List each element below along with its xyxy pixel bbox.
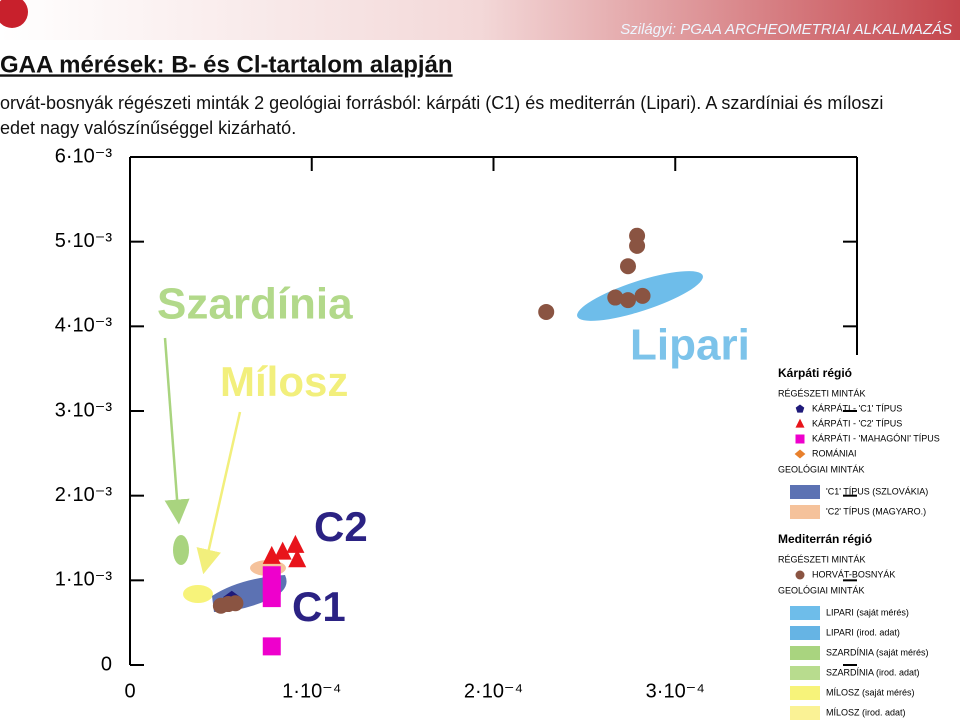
x-tick-label: 3·10⁻⁴ xyxy=(646,680,705,702)
x-tick-label: 1·10⁻⁴ xyxy=(282,680,341,702)
y-tick-label: 4·10⁻³ xyxy=(55,315,113,337)
legend-label: SZARDÍNIA (saját mérés) xyxy=(826,647,929,657)
y-tick-label: 1·10⁻³ xyxy=(55,569,113,591)
legend-marker xyxy=(795,418,805,428)
y-tick-label: 5·10⁻³ xyxy=(55,230,113,252)
data-point xyxy=(262,566,281,585)
data-point xyxy=(288,549,307,568)
y-tick-label: 0 xyxy=(101,653,112,675)
legend-subtitle: GEOLÓGIAI MINTÁK xyxy=(778,585,865,595)
data-point xyxy=(607,289,624,306)
x-tick-label: 0 xyxy=(124,680,135,702)
banner-text: Szilágyi: PGAA ARCHEOMETRIAI ALKALMAZÁS xyxy=(620,21,952,38)
data-point xyxy=(273,541,292,560)
data-point xyxy=(262,637,281,656)
legend-label: 'C2' TÍPUS (MAGYARO.) xyxy=(826,506,926,516)
data-point xyxy=(538,303,555,320)
legend-swatch xyxy=(790,686,820,700)
legend-label: MÍLOSZ (saját mérés) xyxy=(826,687,915,697)
slide-text: orvát-bosnyák régészeti minták 2 geológi… xyxy=(0,93,883,113)
annotation: Mílosz xyxy=(220,358,348,405)
legend-label: KÁRPÁTI - 'C1' TÍPUS xyxy=(812,403,902,413)
annotation: C2 xyxy=(314,503,368,550)
legend-label: LIPARI (irod. adat) xyxy=(826,627,900,637)
legend-label: KÁRPÁTI - 'C2' TÍPUS xyxy=(812,418,902,428)
arrow xyxy=(163,337,190,525)
annotation: C1 xyxy=(292,583,346,630)
data-point xyxy=(619,292,636,309)
legend-title: Kárpáti régió xyxy=(778,366,852,380)
legend-label: LIPARI (saját mérés) xyxy=(826,607,909,617)
legend-label: KÁRPÁTI - 'MAHAGÓNI' TÍPUS xyxy=(812,433,940,443)
arrow xyxy=(196,411,242,575)
legend-swatch xyxy=(790,646,820,660)
legend-marker xyxy=(794,449,806,459)
data-point xyxy=(212,597,229,614)
legend-label: HORVÁT-BOSNYÁK xyxy=(812,569,895,579)
legend-swatch xyxy=(790,706,820,720)
logo xyxy=(0,0,28,28)
annotation: Lipari xyxy=(630,321,750,370)
x-tick-label: 2·10⁻⁴ xyxy=(464,680,523,702)
slide-text: edet nagy valószínűséggel kizárható. xyxy=(0,118,296,138)
region-szardinia xyxy=(173,535,189,565)
legend-marker xyxy=(795,434,805,444)
y-tick-label: 2·10⁻³ xyxy=(55,484,113,506)
legend-label: SZARDÍNIA (irod. adat) xyxy=(826,667,920,677)
legend-swatch xyxy=(790,626,820,640)
y-tick-label: 3·10⁻³ xyxy=(55,399,113,421)
legend-marker xyxy=(795,404,805,413)
legend-swatch xyxy=(790,606,820,620)
legend-subtitle: RÉGÉSZETI MINTÁK xyxy=(778,554,866,564)
data-point xyxy=(227,595,244,612)
legend-swatch xyxy=(790,505,820,519)
data-point xyxy=(619,258,636,275)
data-point xyxy=(634,287,651,304)
legend-title: Mediterrán régió xyxy=(778,532,872,546)
legend-label: ROMÁNIAI xyxy=(812,448,857,458)
legend-marker xyxy=(795,570,805,580)
legend-label: MÍLOSZ (irod. adat) xyxy=(826,707,906,717)
annotation: Szardínia xyxy=(157,280,353,329)
legend-label: 'C1' TÍPUS (SZLOVÁKIA) xyxy=(826,486,928,496)
region-milosz xyxy=(183,585,213,603)
legend xyxy=(768,355,960,723)
banner xyxy=(0,0,960,40)
y-tick-label: 6·10⁻³ xyxy=(55,145,113,167)
legend-subtitle: RÉGÉSZETI MINTÁK xyxy=(778,388,866,398)
legend-swatch xyxy=(790,666,820,680)
slide-title: GAA mérések: B- és Cl-tartalom alapján xyxy=(0,51,453,78)
legend-subtitle: GEOLÓGIAI MINTÁK xyxy=(778,464,865,474)
legend-swatch xyxy=(790,485,820,499)
data-point xyxy=(629,237,646,254)
data-point xyxy=(286,534,305,553)
